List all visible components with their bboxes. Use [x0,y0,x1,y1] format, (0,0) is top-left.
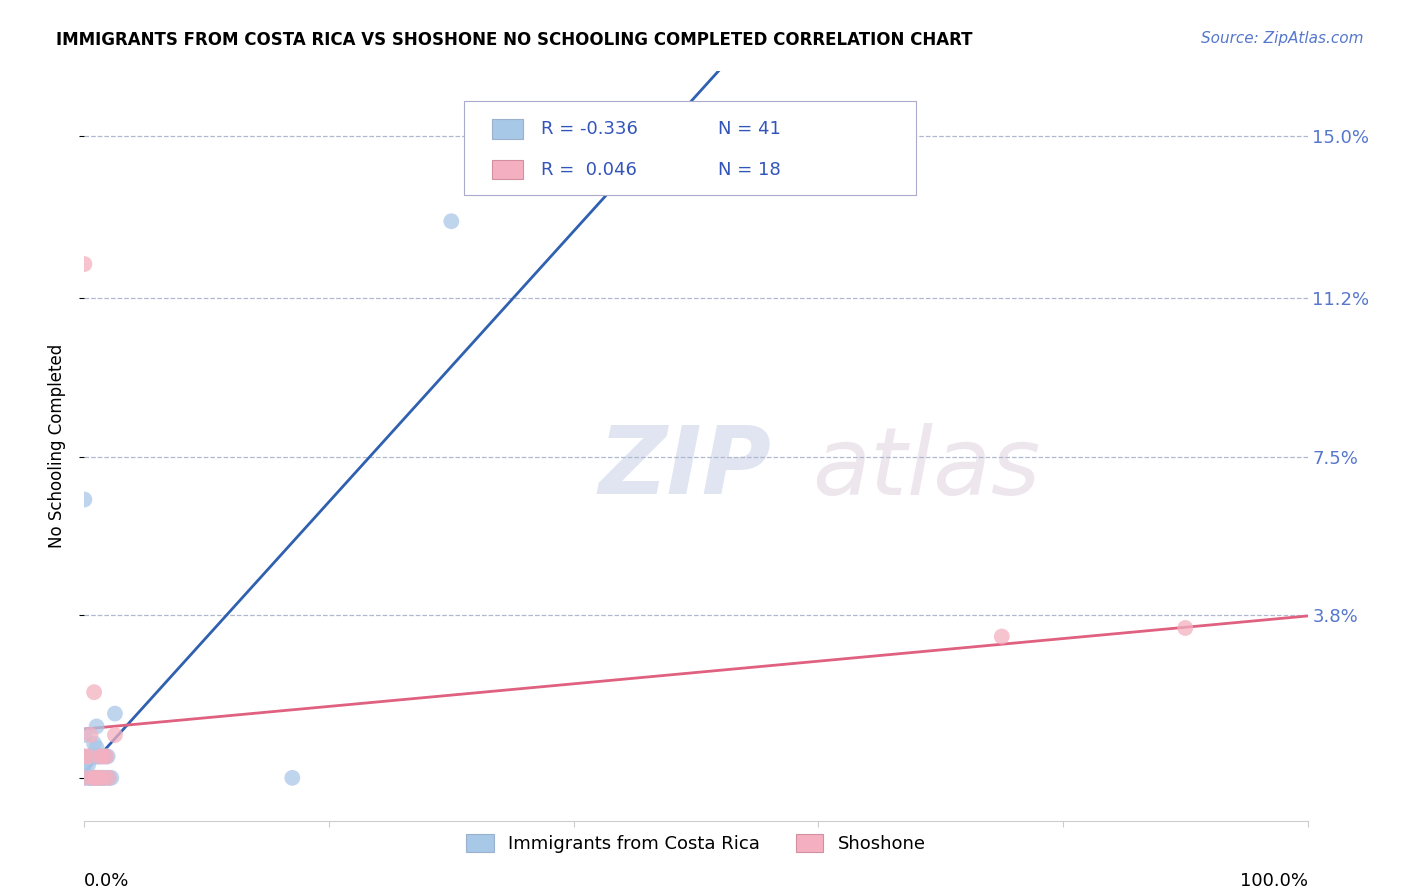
Text: 100.0%: 100.0% [1240,872,1308,890]
Point [84,749,107,764]
Point [73,771,96,785]
Point [83,685,105,699]
Point [440,214,463,228]
Point [77,749,100,764]
Text: R = -0.336: R = -0.336 [541,120,637,138]
Point [73,771,96,785]
Point [97,749,120,764]
Point [73,749,96,764]
Point [82,771,104,785]
Point [86,749,108,764]
Point [89,771,111,785]
Text: N = 18: N = 18 [718,161,780,178]
Point [82,771,104,785]
Point [87,771,110,785]
Text: IMMIGRANTS FROM COSTA RICA VS SHOSHONE NO SCHOOLING COMPLETED CORRELATION CHART: IMMIGRANTS FROM COSTA RICA VS SHOSHONE N… [56,31,973,49]
Point [87,749,110,764]
Y-axis label: No Schooling Completed: No Schooling Completed [48,344,66,548]
Point [77,749,100,764]
Point [77,771,100,785]
Point [83,737,105,751]
Point [86,719,108,733]
Point [77,771,100,785]
Point [1174,621,1197,635]
Point [86,771,108,785]
Point [80,749,103,764]
Point [91,749,114,764]
Point [91,771,114,785]
Point [93,771,115,785]
FancyBboxPatch shape [492,160,523,179]
Point [90,771,112,785]
Point [991,630,1014,644]
Point [73,758,96,772]
Point [281,771,304,785]
Point [83,749,105,764]
Point [93,771,115,785]
FancyBboxPatch shape [492,120,523,139]
Point [82,749,104,764]
Point [73,728,96,742]
Point [97,771,120,785]
Point [83,771,105,785]
Point [97,771,120,785]
Point [104,706,127,721]
Point [84,771,107,785]
Point [73,257,96,271]
FancyBboxPatch shape [464,102,917,195]
Point [86,740,108,755]
Legend: Immigrants from Costa Rica, Shoshone: Immigrants from Costa Rica, Shoshone [460,827,932,860]
Point [84,771,107,785]
Point [77,758,100,772]
Point [100,771,122,785]
Point [94,749,117,764]
Point [79,771,101,785]
Point [73,749,96,764]
Point [86,771,108,785]
Point [79,749,101,764]
Text: 0.0%: 0.0% [84,872,129,890]
Point [80,771,103,785]
Text: atlas: atlas [813,423,1040,514]
Point [87,771,110,785]
Point [104,728,127,742]
Point [73,492,96,507]
Point [91,749,114,764]
Point [89,749,111,764]
Point [87,749,110,764]
Text: N = 41: N = 41 [718,120,780,138]
Text: R =  0.046: R = 0.046 [541,161,637,178]
Point [96,749,118,764]
Point [79,728,101,742]
Text: ZIP: ZIP [598,423,770,515]
Point [96,771,118,785]
Text: Source: ZipAtlas.com: Source: ZipAtlas.com [1201,31,1364,46]
Point [87,771,110,785]
